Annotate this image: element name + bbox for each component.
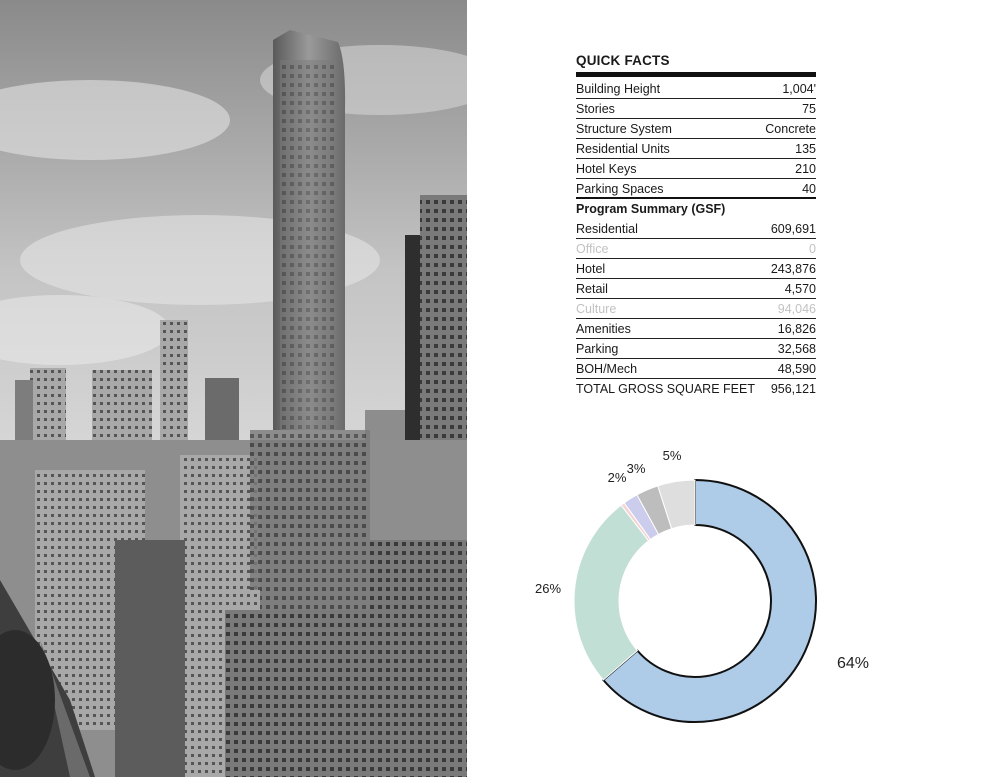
program-label: Retail [576, 282, 608, 296]
fact-row-building-height: Building Height 1,004' [576, 79, 816, 99]
program-donut-chart: 64% 26% 2%3% 5% [535, 448, 869, 723]
fact-row-structure-system: Structure System Concrete [576, 119, 816, 139]
program-row-residential: Residential 609,691 [576, 219, 816, 239]
program-row-culture: Culture 94,046 [576, 299, 816, 319]
building-photo [0, 0, 467, 777]
donut-label-parking: 3% [627, 461, 646, 476]
program-label: Parking [576, 342, 619, 356]
program-row-parking: Parking 32,568 [576, 339, 816, 359]
program-row-retail: Retail 4,570 [576, 279, 816, 299]
program-row-boh-mech: BOH/Mech 48,590 [576, 359, 816, 379]
fact-row-parking-spaces: Parking Spaces 40 [576, 179, 816, 199]
program-summary-heading: Program Summary (GSF) [576, 199, 816, 219]
program-label: BOH/Mech [576, 362, 638, 376]
donut-label-boh-mech: 5% [663, 448, 682, 463]
fact-value: 1,004' [782, 82, 816, 96]
program-row-office: Office 0 [576, 239, 816, 259]
fact-value: 210 [795, 162, 816, 176]
program-row-hotel: Hotel 243,876 [576, 259, 816, 279]
program-value: 32,568 [777, 342, 816, 356]
donut-slice-residential [601, 478, 817, 723]
program-label: Residential [576, 222, 638, 236]
program-summary-title: Program Summary (GSF) [576, 202, 726, 216]
fact-label: Residential Units [576, 142, 670, 156]
fact-label: Parking Spaces [576, 182, 664, 196]
program-label: TOTAL GROSS SQUARE FEET [576, 382, 755, 396]
fact-value: 75 [802, 102, 816, 116]
fact-row-hotel-keys: Hotel Keys 210 [576, 159, 816, 179]
quick-facts-title: QUICK FACTS [576, 53, 670, 68]
program-row-total: TOTAL GROSS SQUARE FEET 956,121 [576, 379, 816, 399]
title-rule [576, 72, 816, 77]
program-value: 243,876 [770, 262, 816, 276]
fact-label: Building Height [576, 82, 661, 96]
program-value: 956,121 [770, 382, 816, 396]
program-value: 0 [809, 242, 816, 256]
program-label: Office [576, 242, 609, 256]
donut-slice-boh-mech [657, 479, 696, 530]
program-row-amenities: Amenities 16,826 [576, 319, 816, 339]
program-value: 94,046 [777, 302, 816, 316]
program-value: 48,590 [777, 362, 816, 376]
fact-value: Concrete [765, 122, 816, 136]
fact-value: 135 [795, 142, 816, 156]
program-value: 16,826 [777, 322, 816, 336]
quick-facts-table: QUICK FACTS Building Height 1,004' Storie… [576, 52, 816, 399]
program-value: 4,570 [784, 282, 816, 296]
program-label: Amenities [576, 322, 631, 336]
fact-value: 40 [802, 182, 816, 196]
fact-label: Hotel Keys [576, 162, 637, 176]
program-value: 609,691 [770, 222, 816, 236]
donut-label-residential: 64% [837, 655, 869, 672]
donut-label-amenities: 2% [608, 470, 627, 485]
donut-label-hotel: 26% [535, 581, 561, 596]
fact-row-residential-units: Residential Units 135 [576, 139, 816, 159]
fact-label: Stories [576, 102, 615, 116]
fact-row-stories: Stories 75 [576, 99, 816, 119]
fact-label: Structure System [576, 122, 672, 136]
program-label: Culture [576, 302, 617, 316]
program-label: Hotel [576, 262, 606, 276]
